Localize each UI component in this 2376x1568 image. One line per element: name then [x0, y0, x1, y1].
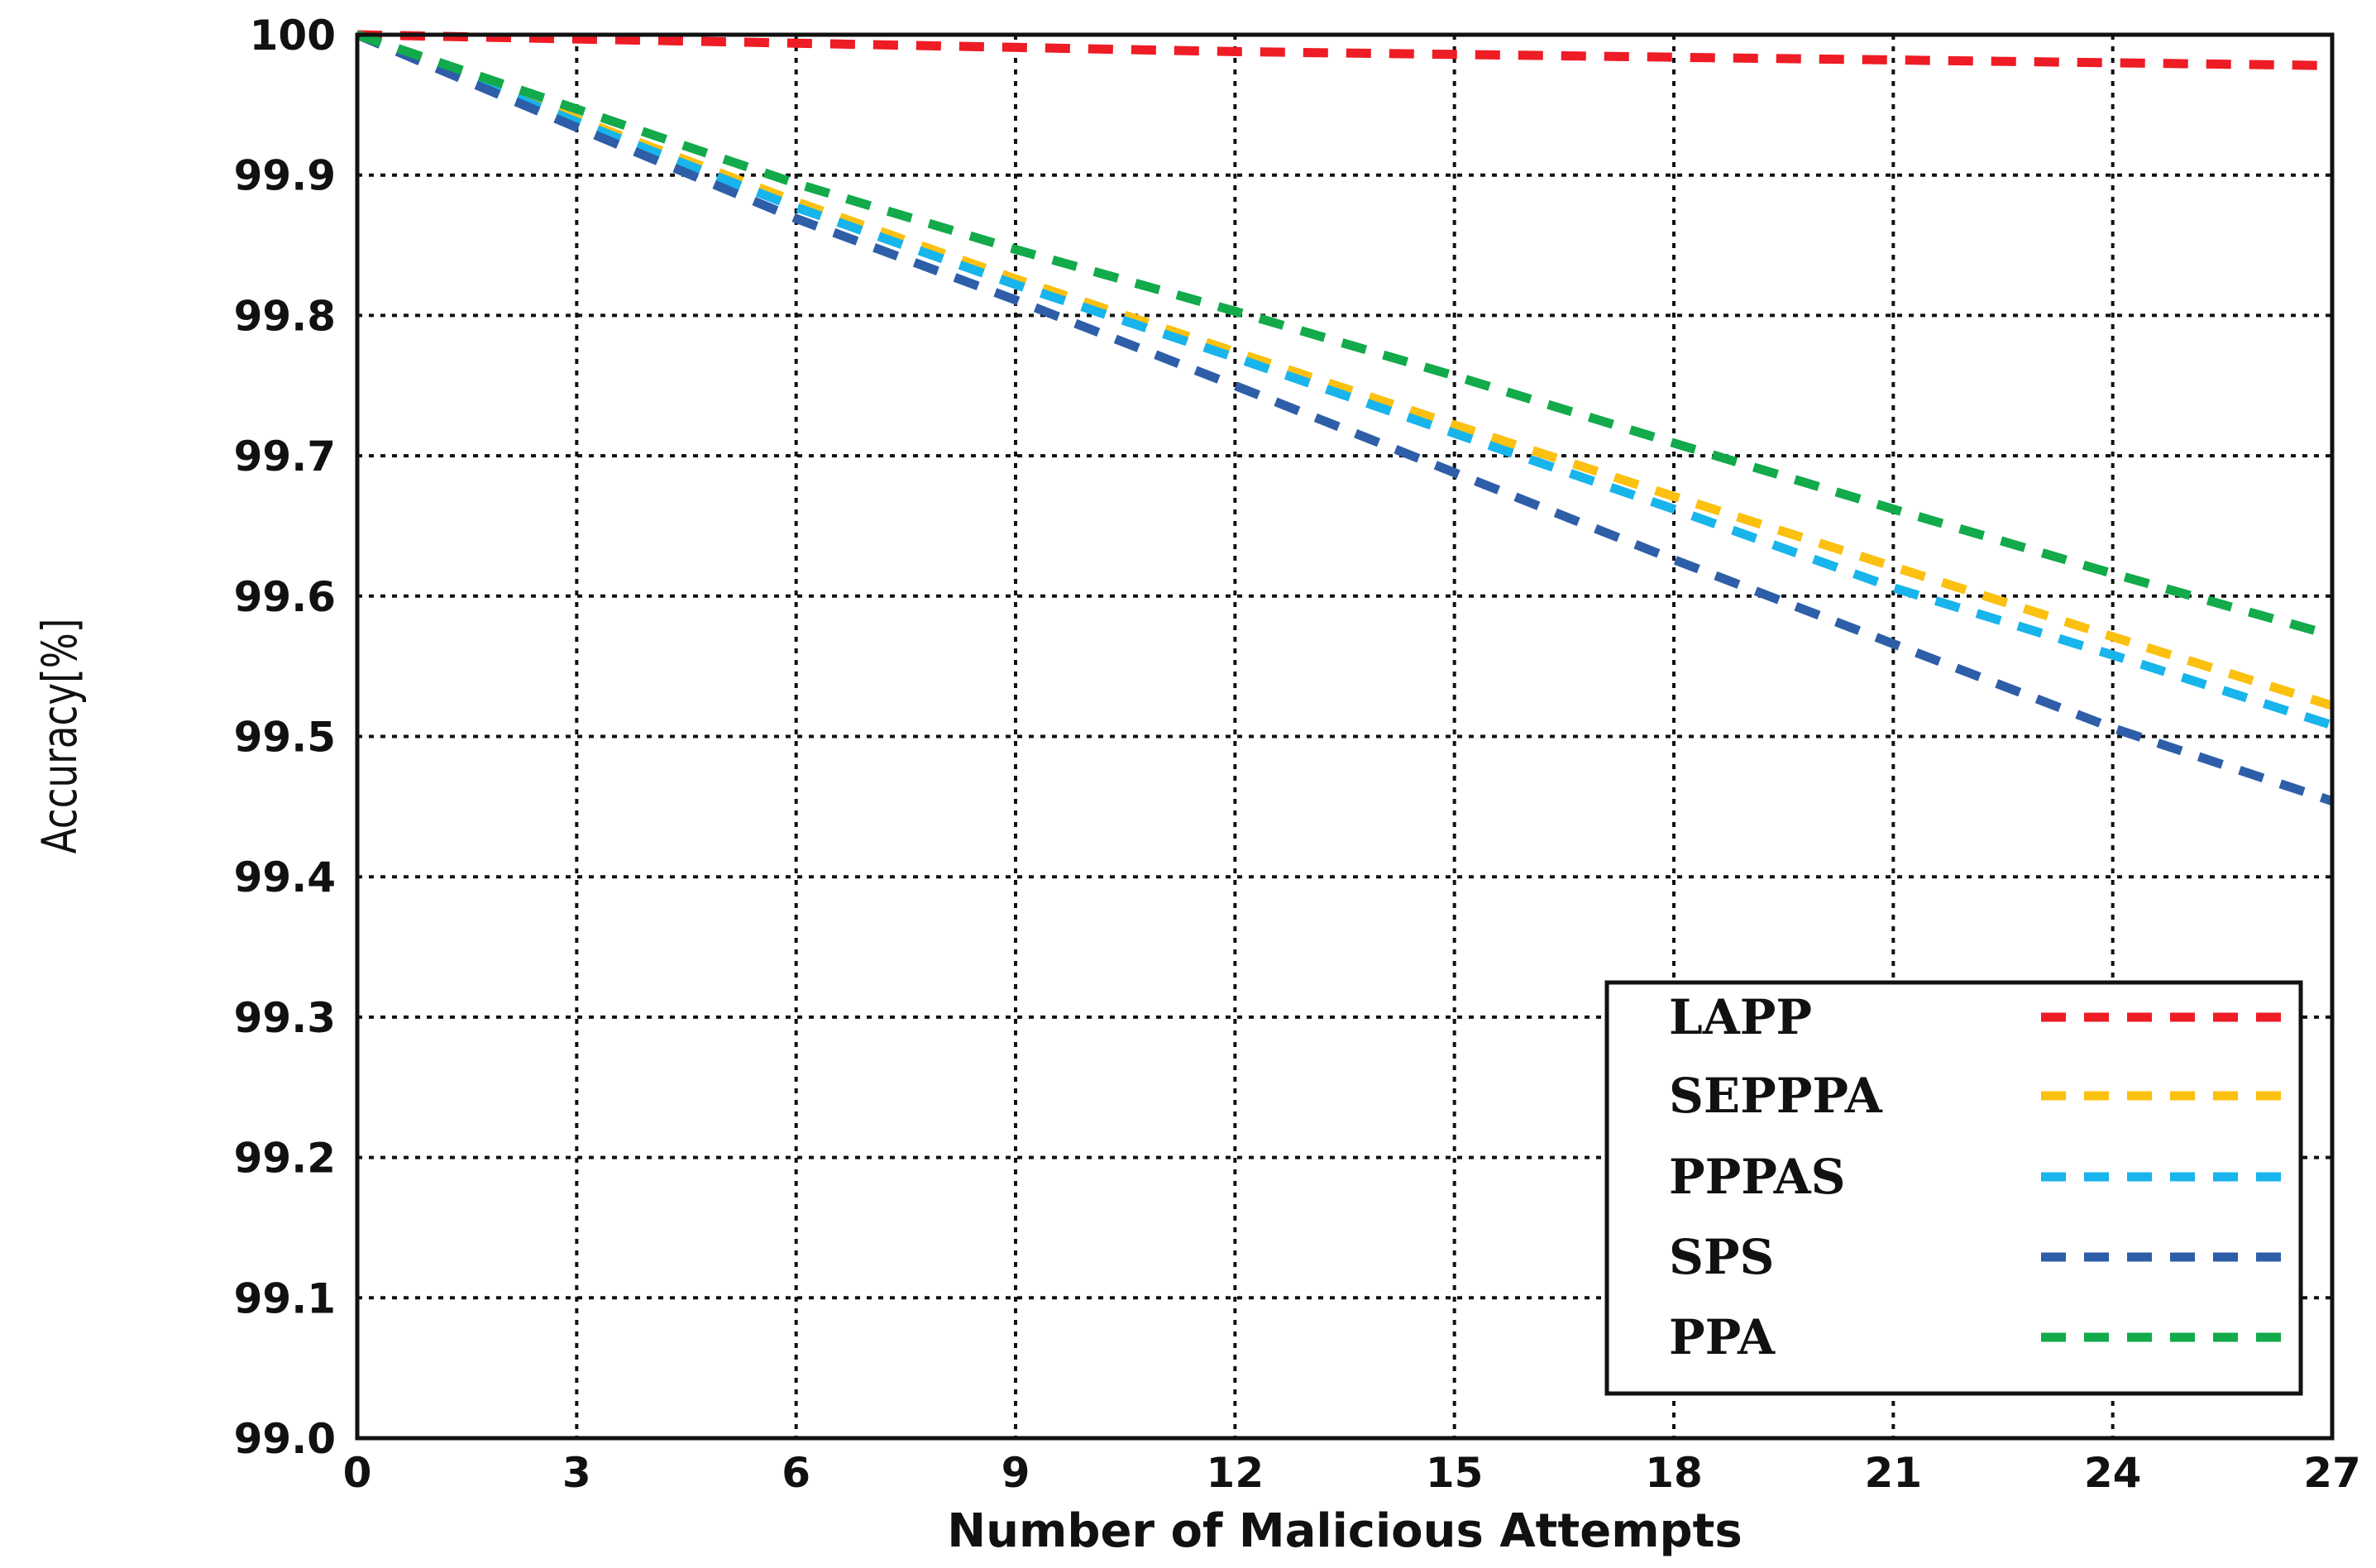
y-tick-label: 99.3 [234, 994, 336, 1042]
series-line-pppas [355, 30, 2334, 730]
y-tick-label: 99.7 [234, 433, 336, 480]
y-tick-labels: 99.0 99.1 99.2 99.3 99.4 99.5 99.6 99.7 99.8 99.9… [234, 12, 336, 1463]
legend-box [1604, 980, 2303, 1396]
series-line-lapp [356, 30, 2333, 70]
legend-label-sepppa: SEPPPA [1669, 1068, 1883, 1124]
y-axis-title: Accuracy[%] [33, 619, 88, 854]
x-axis-title: Number of Malicious Attempts [947, 1504, 1742, 1558]
series-line-sps [355, 30, 2334, 806]
x-tick-label: 0 [343, 1449, 372, 1497]
x-tick-label: 15 [1426, 1449, 1484, 1497]
x-tick-label: 18 [1645, 1449, 1703, 1497]
x-tick-label: 27 [2303, 1449, 2361, 1497]
y-tick-label: 99.0 [234, 1415, 336, 1463]
series-lines [355, 30, 2334, 806]
x-tick-label: 12 [1207, 1449, 1264, 1497]
x-tick-labels: 0 3 6 9 12 15 18 21 24 27 [343, 1449, 2361, 1497]
legend-label-lapp: LAPP [1669, 989, 1812, 1045]
x-tick-label: 24 [2084, 1449, 2142, 1497]
y-tick-label: 99.6 [234, 573, 336, 621]
legend-label-ppa: PPA [1669, 1309, 1776, 1365]
legend: LAPP SEPPPA PPPAS SPS PPA [1604, 980, 2303, 1396]
x-tick-label: 6 [782, 1449, 810, 1497]
y-tick-label: 100 [250, 12, 336, 60]
x-tick-label: 3 [562, 1449, 591, 1497]
x-tick-label: 9 [1002, 1449, 1030, 1497]
legend-label-sps: SPS [1669, 1229, 1774, 1285]
y-tick-label: 99.9 [234, 152, 336, 200]
legend-label-pppas: PPPAS [1669, 1149, 1846, 1205]
x-tick-label: 21 [1865, 1449, 1923, 1497]
legend-entries: LAPP SEPPPA PPPAS SPS PPA [1669, 989, 2294, 1365]
y-tick-label: 99.8 [234, 292, 336, 340]
series-line-ppa [356, 30, 2334, 640]
y-tick-label: 99.4 [234, 853, 336, 901]
y-tick-label: 99.5 [234, 714, 336, 762]
y-tick-label: 99.1 [234, 1274, 336, 1322]
plot-frame [355, 32, 2335, 1441]
y-tick-label: 99.2 [234, 1135, 336, 1183]
